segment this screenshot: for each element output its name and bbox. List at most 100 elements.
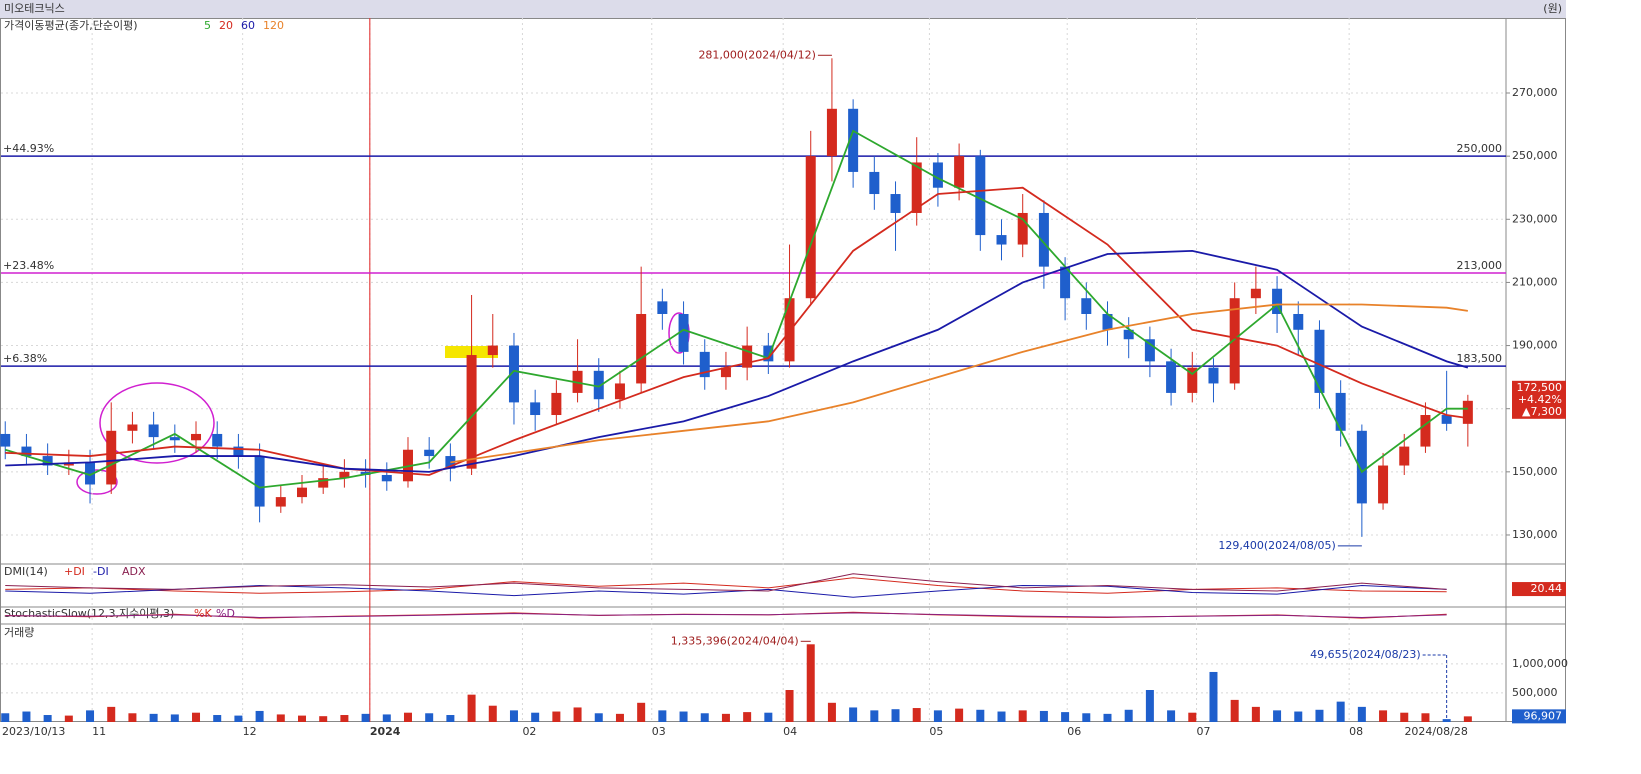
candle-body: [1378, 465, 1389, 504]
y-tick-label: 150,000: [1512, 465, 1558, 478]
volume-bar: [43, 715, 52, 722]
volume-bar: [128, 713, 137, 722]
volume-bar: [1082, 713, 1091, 722]
candle-body: [657, 301, 668, 314]
candle-body: [975, 156, 986, 236]
candle-body: [1144, 339, 1155, 362]
candle-body: [530, 402, 541, 416]
candle-body: [1420, 415, 1431, 447]
candle-body: [636, 313, 647, 384]
volume-bar: [1188, 712, 1197, 722]
candle-body: [826, 108, 837, 157]
price-line-pct: +23.48%: [3, 259, 54, 272]
volume-bar: [997, 711, 1006, 722]
volume-bar: [1463, 716, 1472, 722]
candle-body: [742, 345, 753, 368]
panel-title: 가격이동평균(종가,단순이평): [4, 19, 138, 32]
volume-bar: [1, 713, 10, 722]
candle-body: [318, 478, 329, 488]
last-volume: 96,907: [1524, 709, 1563, 722]
stock-name: 미오테크닉스: [4, 2, 65, 15]
y-tick-label: 230,000: [1512, 212, 1558, 225]
candle-body: [85, 462, 96, 485]
candle-body: [1335, 392, 1346, 431]
candle-body: [932, 162, 943, 188]
unit: (원): [1543, 2, 1562, 15]
volume-bar: [276, 714, 285, 722]
legend-entry: -DI: [93, 565, 109, 578]
panel-title: 거래량: [4, 626, 34, 639]
candle-body: [1399, 446, 1410, 466]
volume-bar: [976, 709, 985, 722]
candle-body: [1250, 288, 1261, 299]
line-series: [5, 577, 1447, 594]
volume-bar: [1442, 719, 1451, 722]
volume-bar: [467, 694, 476, 722]
candle-body: [805, 156, 816, 299]
volume-bar: [849, 707, 858, 722]
legend-entry: ADX: [122, 565, 146, 578]
line-series: [5, 584, 1447, 598]
line-series: [5, 186, 1468, 476]
volume-bar: [552, 711, 561, 722]
volume-bar: [1061, 712, 1070, 722]
volume-bar: [1273, 710, 1282, 722]
volume-bar: [1039, 710, 1048, 722]
volume-bar: [531, 712, 540, 722]
volume-bar: [298, 715, 306, 722]
candle-body: [678, 313, 689, 352]
volume-bar: [700, 713, 709, 722]
volume-high-annotation: 1,335,396(2024/04/04): [671, 634, 799, 647]
volume-bar: [785, 690, 794, 722]
volume-bar: [912, 708, 921, 722]
last-value-box: [1512, 582, 1566, 597]
volume-bar: [1421, 713, 1430, 722]
volume-bar: [64, 715, 73, 722]
line-series: [450, 303, 1468, 464]
candle-body: [21, 446, 32, 457]
last-price: 172,500: [1517, 381, 1563, 394]
volume-bar: [234, 715, 243, 722]
volume-bar: [1167, 710, 1176, 722]
last-value: 20.44: [1531, 582, 1563, 595]
volume-bar: [1379, 710, 1388, 722]
candle-body: [996, 235, 1007, 245]
price-line-label: 250,000: [1457, 142, 1503, 155]
candle-body: [169, 437, 180, 441]
volume-bar: [955, 708, 964, 722]
volume-bar: [1145, 690, 1154, 722]
x-tick-label: 03: [652, 725, 666, 738]
volume-bar: [637, 702, 646, 722]
volume-bar: [509, 710, 518, 722]
candle-body: [1272, 288, 1283, 314]
volume-bar: [1103, 713, 1112, 722]
candle-body: [1060, 266, 1071, 299]
volume-bar: [1209, 671, 1218, 722]
candle-body: [1102, 313, 1113, 330]
y-tick-label: 270,000: [1512, 86, 1558, 99]
highlight-ellipse: [99, 382, 215, 464]
candle-body: [1462, 400, 1473, 424]
volume-bar: [573, 707, 582, 722]
panel-title: DMI(14): [4, 565, 48, 578]
line-series: [4, 129, 1468, 489]
candle-body: [297, 487, 307, 498]
candle-body: [127, 424, 138, 431]
x-tick-label: 05: [929, 725, 943, 738]
candle-body: [1293, 313, 1304, 330]
price-line-pct: +6.38%: [3, 352, 47, 365]
legend-entry: +DI: [64, 565, 85, 578]
volume-bar: [319, 716, 328, 722]
volume-bar: [743, 712, 752, 722]
legend-entry: %K: [194, 607, 212, 620]
candle-body: [106, 430, 117, 485]
panel-title: StochasticSlow(12,3,지수이평,3): [4, 607, 174, 620]
volume-bar: [192, 712, 201, 722]
highlight-ellipse: [76, 469, 118, 495]
volume-bar: [658, 710, 667, 722]
y-tick-label: 130,000: [1512, 528, 1558, 541]
y-tick-label: 500,000: [1512, 686, 1558, 699]
volume-bar: [1357, 706, 1366, 722]
volume-bar: [107, 706, 116, 722]
